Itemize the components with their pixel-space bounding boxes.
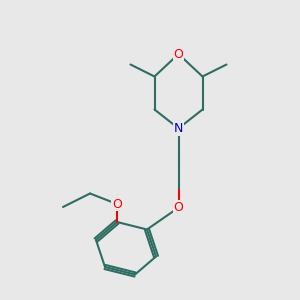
Text: O: O bbox=[174, 47, 183, 61]
Text: O: O bbox=[174, 201, 183, 214]
Text: N: N bbox=[174, 122, 183, 135]
Text: O: O bbox=[112, 197, 122, 211]
